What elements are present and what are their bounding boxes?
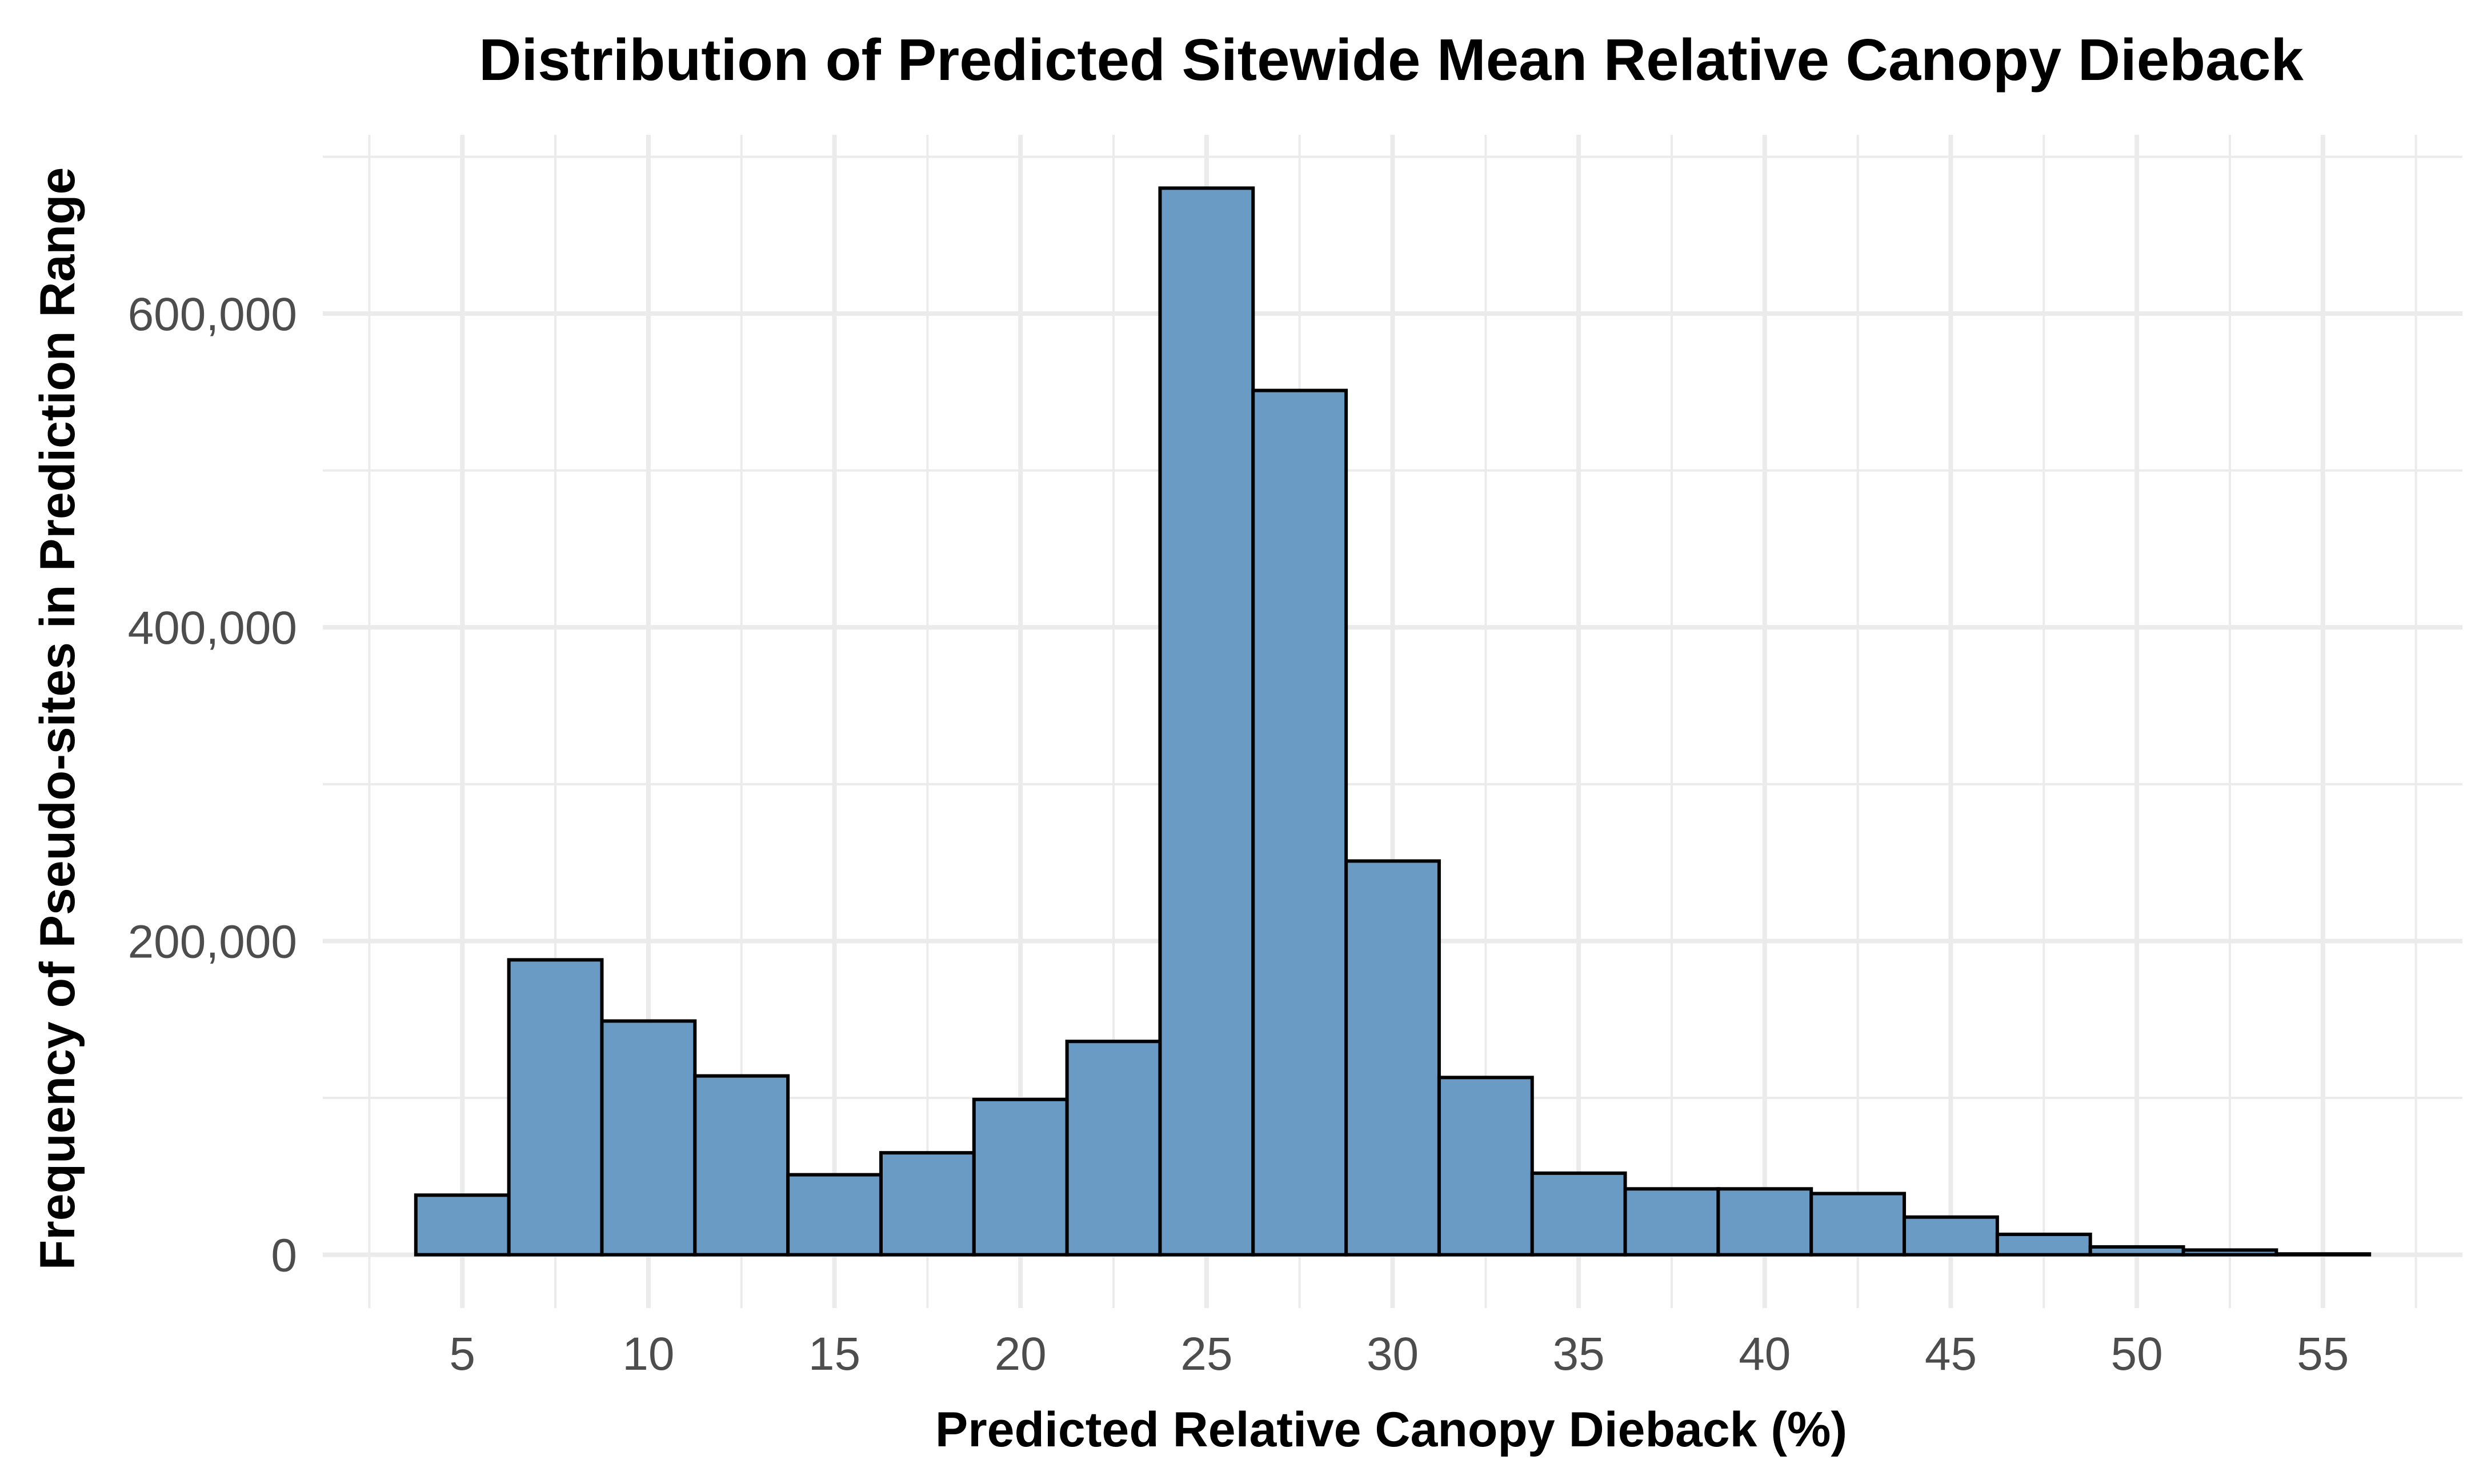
x-tick-labels: 5 10 15 20 25 30 35 40 45 50 55 bbox=[449, 1328, 2349, 1380]
histogram-bar bbox=[1065, 1040, 1162, 1257]
x-tick-label: 10 bbox=[622, 1328, 674, 1380]
histogram-bar bbox=[414, 1193, 511, 1257]
y-tick-label: 600,000 bbox=[128, 288, 297, 340]
histogram-bar bbox=[1344, 859, 1441, 1257]
histogram-bar bbox=[1716, 1187, 1813, 1257]
chart-title: Distribution of Predicted Sitewide Mean … bbox=[479, 27, 2304, 93]
histogram-bar bbox=[2088, 1245, 2185, 1257]
x-tick-label: 5 bbox=[449, 1328, 475, 1380]
histogram-bar bbox=[972, 1097, 1069, 1257]
histogram-bar bbox=[600, 1019, 697, 1257]
histogram-bar bbox=[1995, 1232, 2092, 1257]
histogram-bar bbox=[2181, 1248, 2278, 1257]
x-tick-label: 40 bbox=[1739, 1328, 1791, 1380]
y-tick-labels: 0 200,000 400,000 600,000 bbox=[128, 288, 297, 1282]
x-axis-title: Predicted Relative Canopy Dieback (%) bbox=[935, 1402, 1847, 1457]
x-tick-label: 35 bbox=[1553, 1328, 1605, 1380]
histogram-bar bbox=[1158, 186, 1255, 1257]
y-tick-label: 400,000 bbox=[128, 602, 297, 654]
y-tick-label: 200,000 bbox=[128, 916, 297, 968]
histogram-bar bbox=[1623, 1187, 1720, 1257]
histogram-bar bbox=[1530, 1171, 1627, 1257]
histogram-bar bbox=[1437, 1076, 1534, 1257]
y-tick-label: 0 bbox=[271, 1230, 297, 1282]
x-tick-label: 30 bbox=[1367, 1328, 1419, 1380]
x-tick-label: 45 bbox=[1925, 1328, 1977, 1380]
x-tick-label: 55 bbox=[2297, 1328, 2349, 1380]
x-tick-label: 20 bbox=[995, 1328, 1047, 1380]
histogram-bar bbox=[786, 1173, 883, 1257]
x-tick-label: 15 bbox=[808, 1328, 860, 1380]
bars-layer bbox=[414, 186, 2372, 1257]
y-axis-title: Frequency of Pseudo-sites in Prediction … bbox=[30, 167, 85, 1270]
histogram-bar bbox=[879, 1151, 976, 1257]
histogram-bar bbox=[507, 958, 604, 1257]
histogram-bar bbox=[1903, 1215, 1999, 1257]
histogram-bar bbox=[1809, 1192, 1907, 1257]
x-tick-label: 25 bbox=[1180, 1328, 1232, 1380]
x-tick-label: 50 bbox=[2110, 1328, 2162, 1380]
histogram-bar bbox=[693, 1074, 790, 1257]
histogram-bar bbox=[1251, 388, 1348, 1257]
